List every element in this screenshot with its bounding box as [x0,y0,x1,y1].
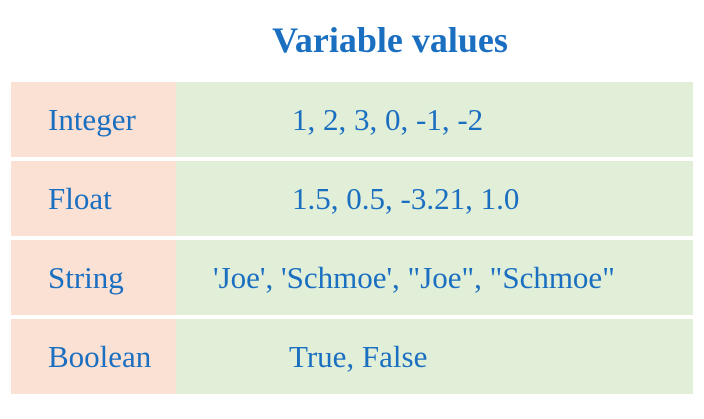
variable-values-table: Integer 1, 2, 3, 0, -1, -2 Float 1.5, 0.… [11,82,693,394]
values-cell-float: 1.5, 0.5, -3.21, 1.0 [176,161,693,236]
table-row: Float 1.5, 0.5, -3.21, 1.0 [11,161,693,236]
values-cell-integer: 1, 2, 3, 0, -1, -2 [176,82,693,157]
table-row: String 'Joe', 'Schmoe', "Joe", "Schmoe" [11,240,693,315]
table-row: Boolean True, False [11,319,693,394]
type-cell-boolean: Boolean [11,319,176,394]
type-cell-integer: Integer [11,82,176,157]
values-cell-boolean: True, False [176,319,693,394]
values-cell-string: 'Joe', 'Schmoe', "Joe", "Schmoe" [176,240,693,315]
table-row: Integer 1, 2, 3, 0, -1, -2 [11,82,693,157]
type-cell-float: Float [11,161,176,236]
page-title: Variable values [272,20,508,60]
type-cell-string: String [11,240,176,315]
